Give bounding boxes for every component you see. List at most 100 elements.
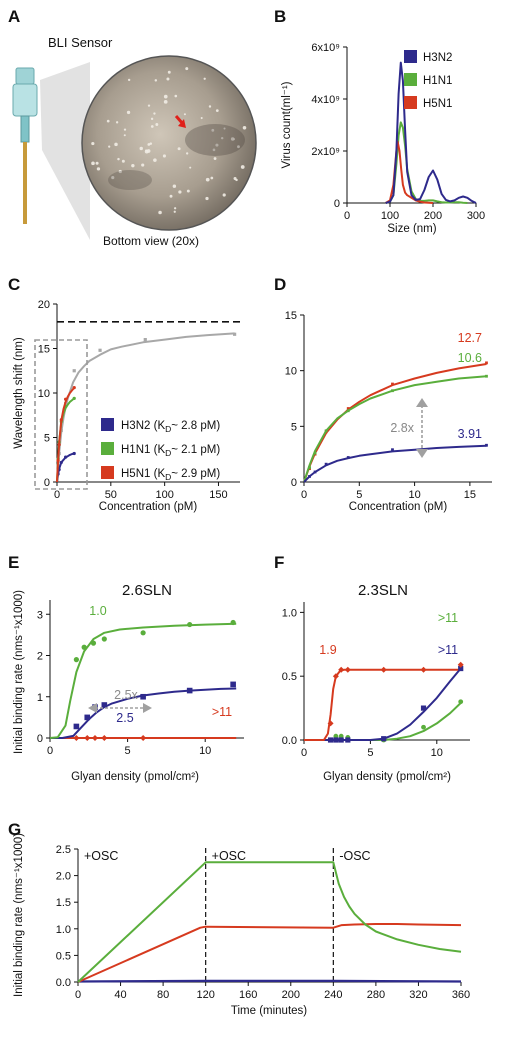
virus-particle [220, 136, 224, 140]
sensor-body [12, 83, 38, 117]
legend-series-name: H5N1 [121, 468, 154, 480]
point-h3n2 [420, 705, 427, 711]
x-tick-label: 320 [409, 989, 427, 1001]
x-tick-label: 10 [199, 745, 211, 757]
point-h5n1 [73, 735, 80, 741]
panel-b-label: B [274, 7, 286, 26]
y-tick-label: 0.5 [282, 671, 297, 683]
x-tick-label: 80 [157, 989, 169, 1001]
point-h1n1 [187, 621, 193, 628]
point-h3n2 [186, 687, 193, 694]
virus-particle [183, 113, 186, 116]
y-tick-label: 5 [291, 421, 297, 433]
virus-particle [205, 196, 209, 201]
dark-region [185, 124, 245, 156]
arrow-head-left-icon [88, 703, 97, 713]
x-tick-label: 15 [464, 489, 476, 501]
virus-particle [210, 176, 214, 180]
point-h5n1 [344, 666, 351, 673]
legend-series-name: H1N1 [121, 444, 154, 456]
point-h5n1 [338, 666, 345, 673]
y-tick-label: 20 [38, 299, 50, 311]
point-h1n1 [230, 619, 236, 626]
line-h1n1 [49, 622, 237, 739]
line-h5n1 [304, 668, 461, 741]
panel-c-label: C [8, 275, 20, 294]
point-total [143, 338, 147, 342]
point-h3n2 [327, 737, 334, 743]
x-tick-label: 50 [105, 489, 117, 501]
point-h5n1 [92, 735, 99, 741]
legend-label-h5n1: H5N1 (KD~ 2.9 pM) [121, 468, 220, 482]
virus-particle [139, 146, 143, 151]
legend-kd-prefix: (K [154, 468, 166, 480]
chart-c: 0 50 100 150 0 5 10 15 20 Concentration (pM) Wavel… [13, 299, 240, 513]
x-tick-label: 10 [431, 747, 443, 759]
zoom-region-box [34, 339, 88, 490]
point-h5n1 [485, 361, 488, 365]
virus-particle [232, 137, 235, 141]
point-h3n2 [230, 681, 236, 688]
virus-particle [111, 175, 115, 180]
virus-particle [186, 189, 190, 193]
value-label-h5n1: >11 [212, 705, 232, 719]
point-h1n1 [391, 389, 394, 393]
point-h1n1 [81, 644, 87, 650]
virus-particle [177, 147, 181, 151]
legend-swatch-h3n2 [101, 418, 114, 431]
virus-particle [235, 178, 238, 182]
virus-particle [173, 207, 177, 210]
legend-swatch-h5n1 [404, 96, 417, 109]
y-tick-label: 2.0 [56, 871, 71, 883]
point-h5n1 [391, 382, 394, 386]
x-tick-label: 40 [114, 989, 126, 1001]
value-label-h3n2: >11 [438, 643, 458, 657]
virus-particle [121, 159, 125, 163]
phase-label: -OSC [339, 849, 370, 863]
panel-f-label: F [274, 553, 284, 572]
x-tick-label: 360 [452, 989, 470, 1001]
point-h1n1 [101, 636, 107, 642]
virus-particle [212, 148, 216, 152]
point-h3n2 [381, 736, 387, 742]
y-tick-label: 1.0 [56, 924, 71, 936]
x-axis-title: Concentration (pM) [99, 501, 198, 513]
virus-particle [126, 110, 131, 115]
chart-title: 2.3SLN [358, 582, 408, 599]
virus-particle [118, 169, 122, 174]
view-label: Bottom view (20x) [103, 234, 199, 248]
virus-particle [222, 193, 226, 197]
value-label-h1n1: >11 [438, 611, 458, 625]
y-tick-label: 0.5 [56, 950, 71, 962]
value-label-h3n2: 3.91 [458, 427, 482, 441]
point-h3n2 [101, 702, 108, 708]
virus-particle [167, 70, 171, 74]
virus-particle [115, 121, 119, 124]
value-label-h5n1: 1.9 [319, 643, 336, 657]
virus-particle [178, 190, 182, 194]
point-h5n1 [57, 443, 61, 447]
fold-change-label: 2.5x [114, 688, 138, 702]
legend-swatch-h1n1 [101, 442, 114, 455]
point-h3n2 [324, 462, 328, 466]
virus-particle [163, 94, 168, 99]
x-tick-label: 280 [367, 989, 385, 1001]
line-h3n2 [304, 667, 462, 741]
virus-particle [174, 94, 178, 98]
line-h3n2 [56, 452, 75, 483]
y-tick-label: 5 [44, 433, 50, 445]
x-tick-label: 100 [381, 210, 399, 222]
y-tick-label: 0 [37, 733, 43, 745]
point-h3n2 [333, 737, 339, 743]
line-h3n2 [50, 687, 237, 739]
virus-particle [163, 99, 168, 104]
point-total [233, 332, 237, 336]
fold-change-label: 2.8x [390, 421, 414, 435]
virus-particle [123, 128, 127, 131]
point-h3n2 [140, 693, 146, 700]
y-tick-label: 4x10⁹ [311, 94, 340, 106]
legend-kd-subscript: D [165, 424, 171, 434]
chart-g: 0 40 80 120 160 200 240 280 320 360 0.0 0.5 1.0 1.5 2.… [13, 833, 470, 1017]
virus-particle [211, 128, 215, 132]
virus-particle [240, 165, 245, 169]
